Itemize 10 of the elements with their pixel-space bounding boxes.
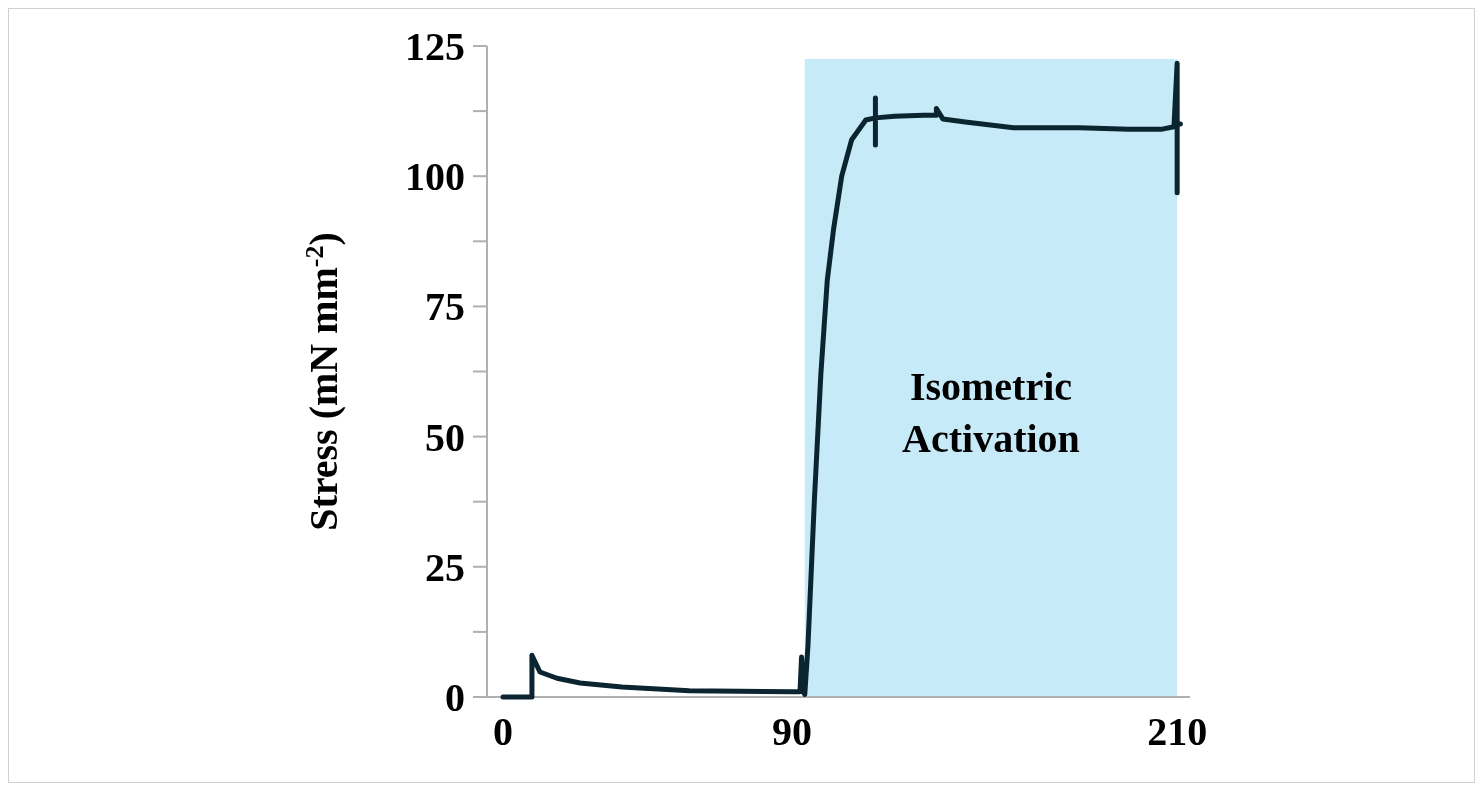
x-tick-label: 90 [771,709,812,754]
x-tick-label: 0 [493,709,514,754]
y-tick-label: 75 [425,284,465,330]
band-label: Isometric Activation [902,364,1080,462]
y-tick-label: 100 [405,154,465,200]
y-tick-label: 125 [405,24,465,69]
y-tick-label: 50 [425,414,465,460]
x-tick-label: 210 [1147,709,1208,754]
y-tick-label: 0 [445,675,465,720]
y-tick-label: 25 [425,544,465,590]
